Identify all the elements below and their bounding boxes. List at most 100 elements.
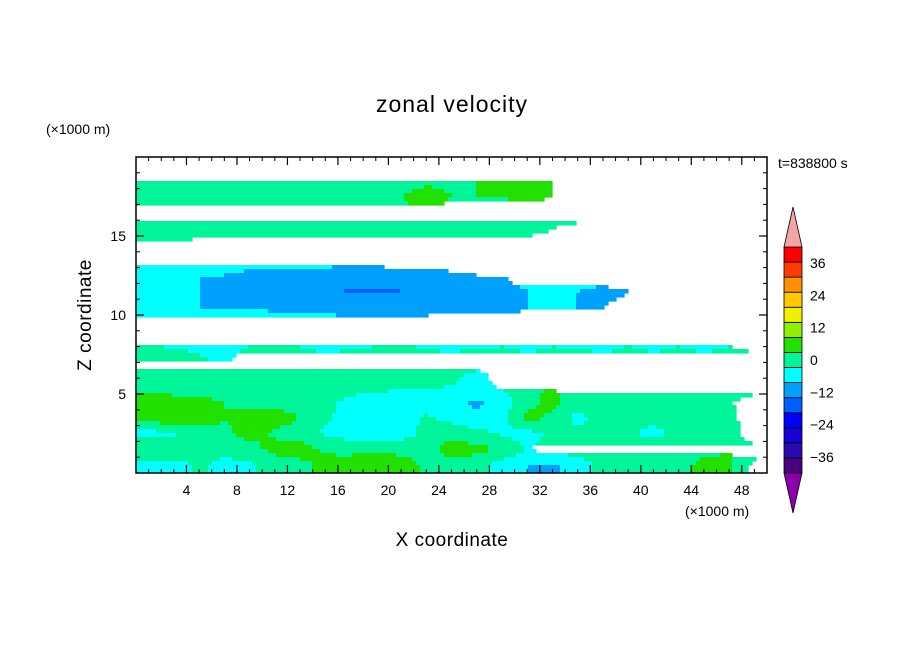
field-cell bbox=[528, 301, 577, 306]
field-cell bbox=[440, 445, 489, 450]
colorbar-tick-label: 24 bbox=[810, 287, 826, 303]
field-cell bbox=[136, 437, 245, 442]
field-cell bbox=[524, 445, 533, 450]
field-cell bbox=[248, 345, 301, 350]
field-cell bbox=[256, 465, 313, 470]
field-cell bbox=[560, 465, 593, 470]
field-cell bbox=[136, 441, 261, 446]
field-cell bbox=[136, 237, 193, 242]
y-tick-label: 5 bbox=[118, 386, 126, 402]
field-cell bbox=[188, 461, 213, 466]
x-tick-label: 40 bbox=[633, 482, 649, 498]
field-cell bbox=[232, 457, 301, 462]
field-cell bbox=[344, 437, 405, 442]
field-cell bbox=[420, 469, 489, 473]
y-axis-ticks: 5 10 15 bbox=[110, 172, 767, 458]
field-cell bbox=[136, 353, 201, 358]
field-cell bbox=[320, 449, 441, 454]
chart-title: zonal velocity bbox=[376, 91, 528, 117]
field-cell bbox=[508, 409, 529, 414]
field-cell bbox=[436, 417, 509, 422]
field-cell bbox=[332, 413, 425, 418]
field-cell bbox=[452, 193, 477, 198]
field-cell bbox=[460, 377, 489, 382]
field-cell bbox=[540, 437, 745, 442]
field-cell bbox=[512, 401, 541, 406]
field-cell bbox=[208, 465, 257, 470]
field-cell bbox=[420, 417, 437, 422]
field-cell bbox=[536, 405, 557, 410]
field-cell bbox=[340, 349, 441, 354]
field-cell bbox=[224, 405, 337, 410]
field-cell bbox=[192, 469, 209, 473]
field-cell bbox=[200, 353, 237, 358]
field-cell bbox=[404, 197, 449, 202]
field-cell bbox=[136, 413, 297, 418]
field-cell bbox=[220, 457, 233, 462]
field-cell bbox=[240, 349, 317, 354]
field-cell bbox=[576, 293, 625, 298]
field-cell bbox=[592, 349, 613, 354]
field-cell bbox=[664, 433, 741, 438]
field-cell bbox=[224, 273, 477, 278]
colorbar-bin bbox=[783, 336, 803, 353]
colorbar-bin bbox=[783, 261, 803, 278]
field-cell bbox=[304, 441, 445, 446]
field-cell bbox=[544, 389, 557, 394]
field-cell bbox=[220, 421, 229, 426]
field-cell bbox=[640, 433, 665, 438]
x-axis-ticks: 4 8 12 16 20 24 28 32 36 40 44 48 bbox=[148, 157, 755, 498]
field-cell bbox=[488, 449, 525, 454]
colorbar-tick-label: −24 bbox=[810, 417, 834, 433]
y-tick-label: 10 bbox=[110, 307, 126, 323]
field-cell bbox=[444, 441, 469, 446]
field-cell bbox=[660, 349, 697, 354]
field-cell bbox=[284, 409, 337, 414]
field-cell bbox=[136, 381, 457, 386]
field-cell bbox=[500, 345, 505, 350]
field-cell bbox=[312, 445, 441, 450]
field-cell bbox=[324, 425, 417, 430]
field-cell bbox=[732, 469, 749, 473]
field-cell bbox=[136, 389, 389, 394]
field-cell bbox=[584, 421, 741, 426]
x-tick-label: 20 bbox=[381, 482, 397, 498]
field-cell bbox=[164, 345, 249, 350]
field-cell bbox=[408, 201, 445, 206]
field-cell bbox=[200, 305, 529, 310]
field-cell bbox=[560, 397, 741, 402]
field-cell bbox=[508, 421, 573, 426]
field-cell bbox=[396, 453, 445, 458]
field-cell bbox=[136, 369, 477, 374]
field-cell bbox=[136, 221, 577, 226]
x-tick-label: 48 bbox=[734, 482, 750, 498]
field-cell bbox=[356, 393, 509, 398]
field-cell bbox=[504, 457, 585, 462]
field-cell bbox=[136, 297, 201, 302]
field-cell bbox=[252, 461, 313, 466]
field-cell bbox=[540, 401, 561, 406]
field-cell bbox=[156, 429, 233, 434]
field-cell bbox=[584, 413, 737, 418]
field-cell bbox=[136, 393, 173, 398]
field-cell bbox=[648, 349, 661, 354]
field-cell bbox=[572, 417, 589, 422]
field-cell bbox=[136, 189, 413, 194]
field-cell bbox=[508, 413, 525, 418]
field-cell bbox=[268, 449, 321, 454]
x-tick-label: 44 bbox=[683, 482, 699, 498]
field-cell bbox=[404, 193, 453, 198]
field-cell bbox=[528, 289, 581, 294]
field-cell bbox=[700, 457, 733, 462]
field-cell bbox=[416, 425, 469, 430]
colorbar-bin bbox=[783, 382, 803, 399]
field-cell bbox=[720, 453, 733, 458]
field-cell bbox=[584, 457, 701, 462]
field-cell bbox=[468, 425, 513, 430]
field-cell bbox=[572, 421, 585, 426]
field-cell bbox=[692, 465, 733, 470]
field-cell bbox=[136, 417, 297, 422]
field-cell bbox=[680, 345, 729, 350]
field-cell bbox=[444, 385, 497, 390]
field-cell bbox=[336, 313, 429, 318]
